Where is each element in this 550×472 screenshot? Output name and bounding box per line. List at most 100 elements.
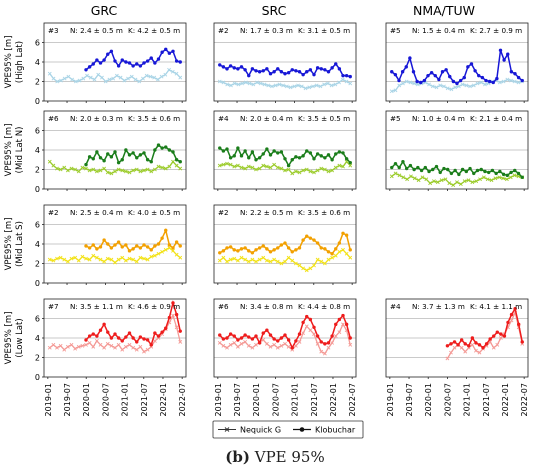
data-point-nequick bbox=[308, 169, 313, 174]
data-point-nequick bbox=[501, 176, 505, 181]
panel-r3-c1: #6 N: 3.4 ± 0.8 m K: 4.4 ± 0.8 m bbox=[213, 298, 357, 379]
data-point-klobuchar bbox=[502, 334, 507, 338]
data-point-klobuchar bbox=[440, 70, 445, 74]
data-point-nequick bbox=[257, 166, 262, 171]
data-point-nequick bbox=[84, 166, 88, 171]
data-point-klobuchar bbox=[156, 57, 161, 61]
data-point-klobuchar bbox=[502, 58, 506, 62]
data-point-klobuchar bbox=[308, 68, 313, 72]
data-point-nequick bbox=[123, 169, 128, 174]
column-title-nma-tuw: NMA/TUW bbox=[413, 3, 475, 18]
data-point-nequick bbox=[401, 81, 405, 86]
series-line-klobuchar bbox=[219, 146, 351, 168]
data-point-nequick bbox=[118, 75, 123, 80]
data-point-nequick bbox=[76, 169, 81, 174]
data-point-klobuchar bbox=[265, 247, 269, 251]
data-point-nequick bbox=[297, 170, 302, 175]
data-point-nequick bbox=[246, 259, 251, 264]
data-point-nequick bbox=[96, 72, 101, 77]
data-point-klobuchar bbox=[254, 69, 258, 73]
series-line-klobuchar bbox=[391, 50, 523, 85]
data-point-klobuchar bbox=[218, 63, 222, 67]
data-point-nequick bbox=[412, 176, 417, 181]
column-title-grc: GRC bbox=[91, 3, 118, 18]
data-point-nequick bbox=[148, 74, 153, 79]
data-point-nequick bbox=[268, 259, 273, 264]
data-point-nequick bbox=[452, 345, 457, 350]
data-point-klobuchar bbox=[283, 333, 287, 337]
data-point-nequick bbox=[98, 342, 103, 347]
data-point-klobuchar bbox=[434, 164, 439, 169]
panel-id-label: #2 bbox=[218, 208, 229, 217]
data-point-klobuchar bbox=[225, 67, 229, 71]
nequick-stat-label: N: 2.5 ± 0.4 m bbox=[70, 208, 123, 217]
data-point-nequick bbox=[58, 255, 63, 260]
data-point-nequick bbox=[225, 161, 229, 166]
data-point-klobuchar bbox=[341, 73, 345, 78]
data-point-klobuchar bbox=[239, 65, 244, 69]
data-point-nequick bbox=[174, 325, 179, 330]
data-point-nequick bbox=[315, 257, 320, 262]
data-point-klobuchar bbox=[330, 158, 334, 162]
data-point-klobuchar bbox=[419, 168, 424, 173]
data-point-nequick bbox=[341, 322, 345, 327]
data-point-nequick bbox=[293, 261, 298, 266]
data-point-klobuchar bbox=[120, 58, 124, 62]
data-point-nequick bbox=[495, 342, 500, 347]
row-labels: VPE95% [m] (High Lat)VPE95% [m] (Mid Lat N… bbox=[4, 36, 25, 365]
data-point-klobuchar bbox=[516, 322, 521, 327]
data-point-nequick bbox=[134, 259, 139, 264]
data-point-klobuchar bbox=[167, 51, 172, 55]
x-tick-label: 2019-01 bbox=[214, 383, 223, 416]
data-point-klobuchar bbox=[221, 249, 226, 253]
data-point-nequick bbox=[69, 342, 74, 347]
data-point-nequick bbox=[246, 343, 251, 348]
data-point-klobuchar bbox=[484, 342, 489, 346]
data-point-nequick bbox=[123, 258, 128, 263]
data-point-klobuchar bbox=[323, 247, 327, 251]
x-tick-label: 2022-01 bbox=[501, 383, 510, 416]
data-point-klobuchar bbox=[509, 70, 514, 74]
data-point-klobuchar bbox=[254, 334, 258, 338]
data-point-nequick bbox=[438, 83, 443, 88]
data-point-nequick bbox=[221, 162, 226, 167]
data-point-nequick bbox=[91, 253, 96, 258]
panel-frame bbox=[213, 110, 357, 190]
data-point-nequick bbox=[152, 75, 157, 80]
data-point-klobuchar bbox=[516, 75, 521, 80]
data-point-klobuchar bbox=[268, 153, 273, 157]
data-point-nequick bbox=[459, 345, 464, 350]
data-point-klobuchar bbox=[98, 245, 103, 249]
data-point-nequick bbox=[137, 79, 142, 84]
data-point-klobuchar bbox=[228, 332, 233, 336]
legend: Nequick G Klobuchar bbox=[212, 420, 364, 439]
data-point-klobuchar bbox=[301, 320, 305, 325]
x-tick-labels: 2019-01 2019-07 2020-01 2020-07 2021-01 2021-… bbox=[44, 383, 529, 416]
y-tick-label: 6 bbox=[35, 39, 40, 48]
data-point-klobuchar bbox=[433, 73, 437, 78]
data-point-klobuchar bbox=[276, 246, 280, 250]
data-point-nequick bbox=[134, 347, 139, 352]
x-tick-label: 2022-07 bbox=[178, 383, 187, 416]
data-point-nequick bbox=[468, 84, 472, 89]
data-point-nequick bbox=[322, 167, 327, 172]
panel-r1-c2: #5 N: 1.0 ± 0.4 m K: 2.1 ± 0.4 m bbox=[385, 110, 529, 191]
data-point-nequick bbox=[163, 166, 168, 171]
data-point-klobuchar bbox=[397, 78, 401, 83]
data-point-nequick bbox=[257, 257, 262, 262]
data-point-nequick bbox=[116, 257, 121, 262]
panel-r3-c0: 0 2 4 6 #7 N: 3.5 ± 1.1 m K: 4.6 ± 0.9 m bbox=[35, 298, 187, 382]
data-point-klobuchar bbox=[250, 150, 255, 154]
data-point-nequick bbox=[62, 165, 67, 170]
data-point-klobuchar bbox=[149, 343, 153, 347]
data-point-klobuchar bbox=[455, 81, 459, 86]
data-point-nequick bbox=[393, 88, 398, 93]
y-axis-label: VPE95% [m] bbox=[4, 36, 14, 89]
data-point-nequick bbox=[505, 77, 510, 82]
column-titles: GRC SRC NMA/TUW bbox=[91, 3, 475, 18]
data-point-nequick bbox=[311, 84, 315, 89]
klobuchar-stat-label: K: 4.2 ± 0.5 m bbox=[128, 26, 180, 35]
data-point-klobuchar bbox=[116, 336, 121, 340]
data-point-klobuchar bbox=[221, 337, 226, 341]
panel-r0-c0: 0 2 4 6 #3 N: 2.4 ± 0.5 m K: 4.2 ± 0.5 m bbox=[35, 22, 187, 106]
